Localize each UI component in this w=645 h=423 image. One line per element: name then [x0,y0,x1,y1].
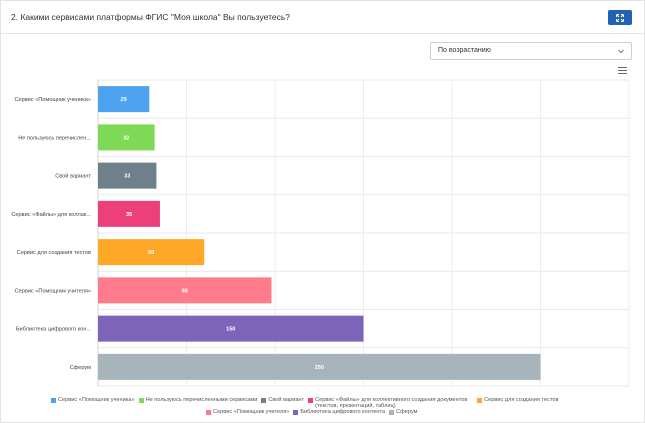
legend-row: Сервис «Помощник ученика» Не пользуюсь пе… [51,397,562,409]
legend-swatch [293,409,299,415]
category-label: Свой вариант [55,173,91,180]
legend-swatch [206,409,211,415]
legend-swatch [261,397,267,403]
bar-chart: Сервис «Помощник ученика» 29 Не пользуюсь … [11,79,630,387]
category-label: Сферум [70,365,92,371]
legend-label: Сферум [396,409,418,415]
bar[interactable] [98,353,541,380]
legend-swatch [51,397,56,403]
legend-item[interactable]: Сервис «Помощник учителя» [206,409,289,415]
legend-swatch [308,397,314,403]
sort-order-value: По возрастанию [438,47,491,54]
legend-swatch [477,397,483,403]
bar-value-label: 32 [123,135,129,141]
legend-swatch [138,397,144,403]
legend-label: Не пользуюсь перечисленными сервисами [145,397,258,403]
chevron-down-icon [618,49,624,54]
bar-value-label: 35 [126,212,132,218]
legend-label: Сервис для создания тестов [484,397,559,403]
legend-row: Сервис «Помощник учителя» Библиотека цифр… [206,409,422,415]
card-header: 2. Какими сервисами платформы ФГИС "Моя … [1,1,644,34]
page-title: 2. Какими сервисами платформы ФГИС "Моя … [11,12,291,22]
legend-item[interactable]: Сервис для создания тестов [477,397,558,403]
bar[interactable] [98,162,157,189]
category-label: Сервис для создания тестов [17,250,91,256]
category-label: Не пользуюсь перечислен... [18,135,91,141]
bar-value-label: 29 [121,97,127,103]
legend-item[interactable]: Сферум [389,409,418,415]
bar[interactable] [98,315,364,342]
legend-swatch [389,409,395,415]
legend-item[interactable]: Библиотека цифрового контента [293,409,385,415]
legend-label: Библиотека цифрового контента [300,409,386,415]
category-label: Сервис «Помощник учителя» [15,288,91,294]
category-label: Сервис «Помощник ученика» [14,97,91,103]
legend-item[interactable]: Сервис «Файлы» для коллективного создани… [308,397,473,409]
bar[interactable] [98,239,205,266]
bar[interactable] [98,86,150,113]
bar[interactable] [98,277,272,304]
bar[interactable] [98,200,160,227]
legend-item[interactable]: Не пользуюсь перечисленными сервисами [138,397,258,403]
legend-label: Сервис «Помощник учителя» [213,409,290,415]
bar-value-label: 150 [226,327,235,333]
bar-value-label: 60 [148,250,154,256]
expand-button[interactable] [608,10,632,25]
category-label: Сервис «Файлы» для коллак... [11,211,91,218]
sort-order-select[interactable]: По возрастанию [430,42,632,60]
category-label: Библиотека цифрового кон... [16,327,92,333]
legend-item[interactable]: Свой вариант [261,397,304,403]
legend-label: Сервис «Файлы» для коллективного создани… [315,397,468,409]
legend-label: Свой вариант [268,397,305,403]
bar-value-label: 98 [182,288,188,294]
bar-value-label: 33 [124,174,130,180]
hamburger-menu-icon[interactable] [618,67,627,75]
expand-icon [616,13,624,22]
legend-label: Сервис «Помощник ученика» [58,397,135,403]
legend-item[interactable]: Сервис «Помощник ученика» [51,397,135,403]
bar[interactable] [98,124,155,151]
bar-value-label: 250 [315,365,324,371]
